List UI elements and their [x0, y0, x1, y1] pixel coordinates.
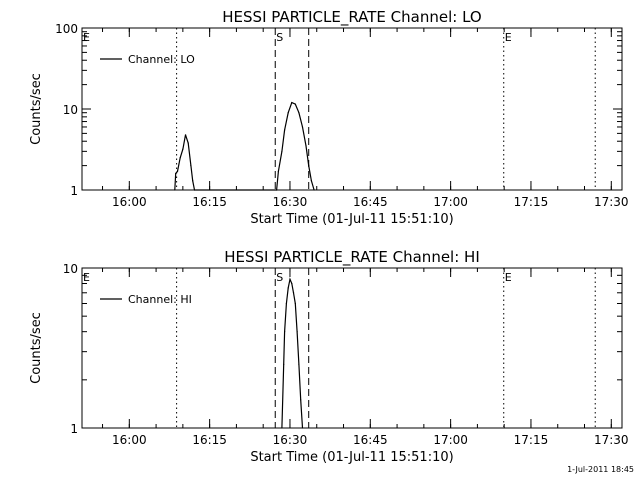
- chart2-data-point: [296, 331, 298, 333]
- chart1-marker-label: S: [276, 31, 283, 44]
- chart2-x-tick-label: 16:00: [112, 433, 147, 447]
- chart2-data-point: [287, 287, 289, 289]
- chart1-data-point: [313, 189, 315, 191]
- chart2-x-tick-label: 17:00: [433, 433, 468, 447]
- chart1-data-point: [305, 145, 307, 147]
- chart2-data-point: [285, 302, 287, 305]
- chart2-x-tick-label: 16:30: [273, 433, 308, 447]
- chart1-marker-label: E: [505, 31, 512, 44]
- chart1-data-point: [184, 134, 187, 136]
- chart2-data-point: [289, 278, 291, 280]
- chart1-series-line: [174, 101, 315, 191]
- chart1-data-point: [310, 180, 312, 182]
- chart1-data-point: [275, 189, 278, 191]
- chart2-data-point: [294, 302, 296, 305]
- chart1-x-axis-label: Start Time (01-Jul-11 15:51:10): [250, 212, 453, 227]
- chart2-y-axis-label: Counts/sec: [29, 312, 44, 384]
- chart1-data-point: [301, 126, 304, 128]
- chart1-x-tick-label: 17:30: [594, 195, 629, 209]
- chart1-data-point: [193, 189, 196, 191]
- chart2-series-line: [281, 277, 304, 429]
- chart2-y-tick-label: 10: [63, 262, 78, 276]
- chart1-x-tick-label: 16:15: [192, 195, 227, 209]
- chart1-y-tick-label: 100: [55, 22, 78, 36]
- plot-timestamp: 1-Jul-2011 18:45: [567, 465, 634, 474]
- chart2-legend-label: Channel: HI: [128, 293, 192, 306]
- chart1-data-point: [176, 170, 179, 172]
- chart1-x-tick-label: 17:15: [514, 195, 549, 209]
- chart2-x-tick-label: 16:15: [192, 433, 227, 447]
- chart1-x-tick-label: 16:45: [353, 195, 388, 209]
- chart1-data-point: [179, 157, 181, 159]
- chart1-data-point: [192, 180, 194, 182]
- chart2-data-point: [291, 282, 293, 285]
- chart1-marker-label: E: [83, 31, 90, 44]
- chart2-marker-label: S: [276, 271, 283, 284]
- chart1-data-point: [277, 170, 279, 172]
- chart2-data-point: [301, 427, 304, 429]
- chart2-data-point: [284, 331, 286, 333]
- chart1-x-tick-label: 16:30: [273, 195, 308, 209]
- chart2-data-point: [292, 292, 295, 294]
- chart2-y-tick-label: 1: [70, 422, 78, 436]
- chart2-x-tick-label: 16:45: [353, 433, 388, 447]
- chart1-title: HESSI PARTICLE_RATE Channel: LO: [222, 8, 481, 27]
- chart2-marker-label: E: [505, 271, 512, 284]
- chart1-data-point: [294, 103, 296, 105]
- chart1-data-point: [298, 112, 300, 114]
- chart1-y-axis-label: Counts/sec: [29, 73, 44, 145]
- chart2-data-point: [300, 399, 302, 401]
- chart2-x-tick-label: 17:15: [514, 433, 549, 447]
- chart1-data-point: [182, 148, 184, 150]
- chart2-x-axis-label: Start Time (01-Jul-11 15:51:10): [250, 450, 453, 465]
- chart1-data-point: [174, 189, 176, 191]
- chart1-x-tick-label: 17:00: [433, 195, 468, 209]
- chart1-data-point: [291, 101, 293, 104]
- chart2-data-point: [298, 363, 300, 365]
- chart1-data-point: [175, 172, 177, 175]
- chart2-marker-label: E: [83, 271, 90, 284]
- chart2-title: HESSI PARTICLE_RATE Channel: HI: [224, 248, 480, 267]
- chart1-data-point: [281, 150, 283, 152]
- chart1-data-point: [308, 165, 310, 167]
- chart1-data-point: [190, 165, 192, 167]
- chart2-plot-frame: [81, 267, 623, 429]
- chart1-legend-label: Channel: LO: [128, 53, 195, 66]
- chart2-data-point: [283, 363, 285, 365]
- chart1-y-tick-label: 1: [70, 184, 78, 198]
- chart2-x-tick-label: 17:30: [594, 433, 629, 447]
- chart1-data-point: [287, 112, 289, 114]
- chart1-y-tick-label: 10: [63, 103, 78, 117]
- chart1-x-tick-label: 16:00: [112, 195, 147, 209]
- chart1-data-point: [284, 129, 286, 131]
- chart2-data-point: [281, 427, 283, 429]
- chart1-data-point: [187, 142, 189, 144]
